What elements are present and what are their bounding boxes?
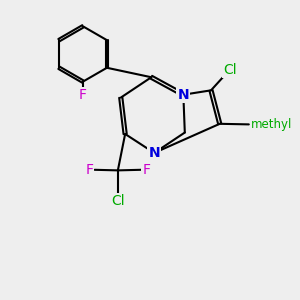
Text: F: F — [85, 163, 93, 177]
Text: methyl: methyl — [251, 118, 292, 131]
Text: F: F — [142, 163, 150, 177]
Text: Cl: Cl — [111, 194, 125, 208]
Text: Cl: Cl — [223, 63, 237, 77]
Text: N: N — [148, 146, 160, 160]
Text: F: F — [79, 88, 87, 102]
Text: N: N — [178, 88, 189, 102]
